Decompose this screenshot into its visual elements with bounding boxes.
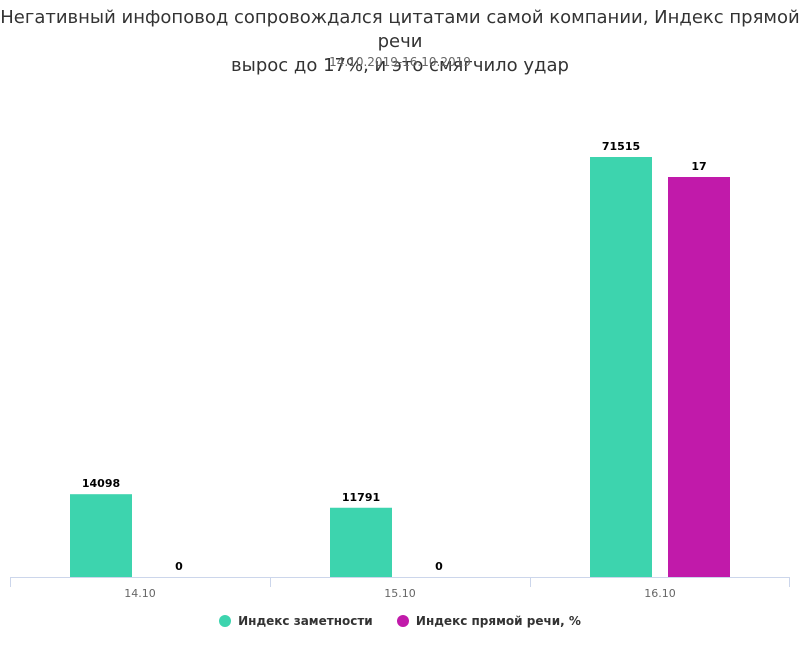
legend-label-visibility: Индекс заметности [238, 614, 373, 628]
chart-title-line-1: Негативный инфоповод сопровождался цитат… [0, 7, 800, 52]
data-label-direct-speech: 0 [175, 560, 183, 573]
legend-item-visibility-index[interactable]: Индекс заметности [219, 614, 373, 628]
x-tick-label: 15.10 [384, 587, 416, 600]
x-tick-label: 14.10 [124, 587, 156, 600]
bar-visibility-index [330, 507, 392, 577]
chart-legend: Индекс заметности Индекс прямой речи, % [0, 614, 800, 630]
chart-subtitle: 14.10.2019-16.10.2019 [329, 55, 471, 69]
bar-visibility-index [590, 157, 652, 577]
data-label-visibility: 71515 [602, 140, 640, 153]
chart-title: Негативный инфоповод сопровождался цитат… [0, 6, 800, 78]
legend-item-direct-speech-index[interactable]: Индекс прямой речи, % [396, 614, 581, 628]
bar-direct-speech-index [668, 177, 730, 577]
bar-visibility-index [70, 494, 132, 577]
legend-marker-visibility [219, 615, 232, 627]
legend-marker-direct-speech [396, 615, 409, 627]
x-tick-label: 16.10 [644, 587, 676, 600]
data-label-visibility: 11791 [342, 491, 380, 504]
data-label-visibility: 14098 [82, 477, 120, 490]
data-label-direct-speech: 0 [435, 560, 443, 573]
chart-title-line-2: вырос до 17%, и это смягчило удар [231, 55, 569, 76]
data-label-direct-speech: 17 [691, 160, 706, 173]
legend-label-direct-speech: Индекс прямой речи, % [415, 614, 581, 628]
